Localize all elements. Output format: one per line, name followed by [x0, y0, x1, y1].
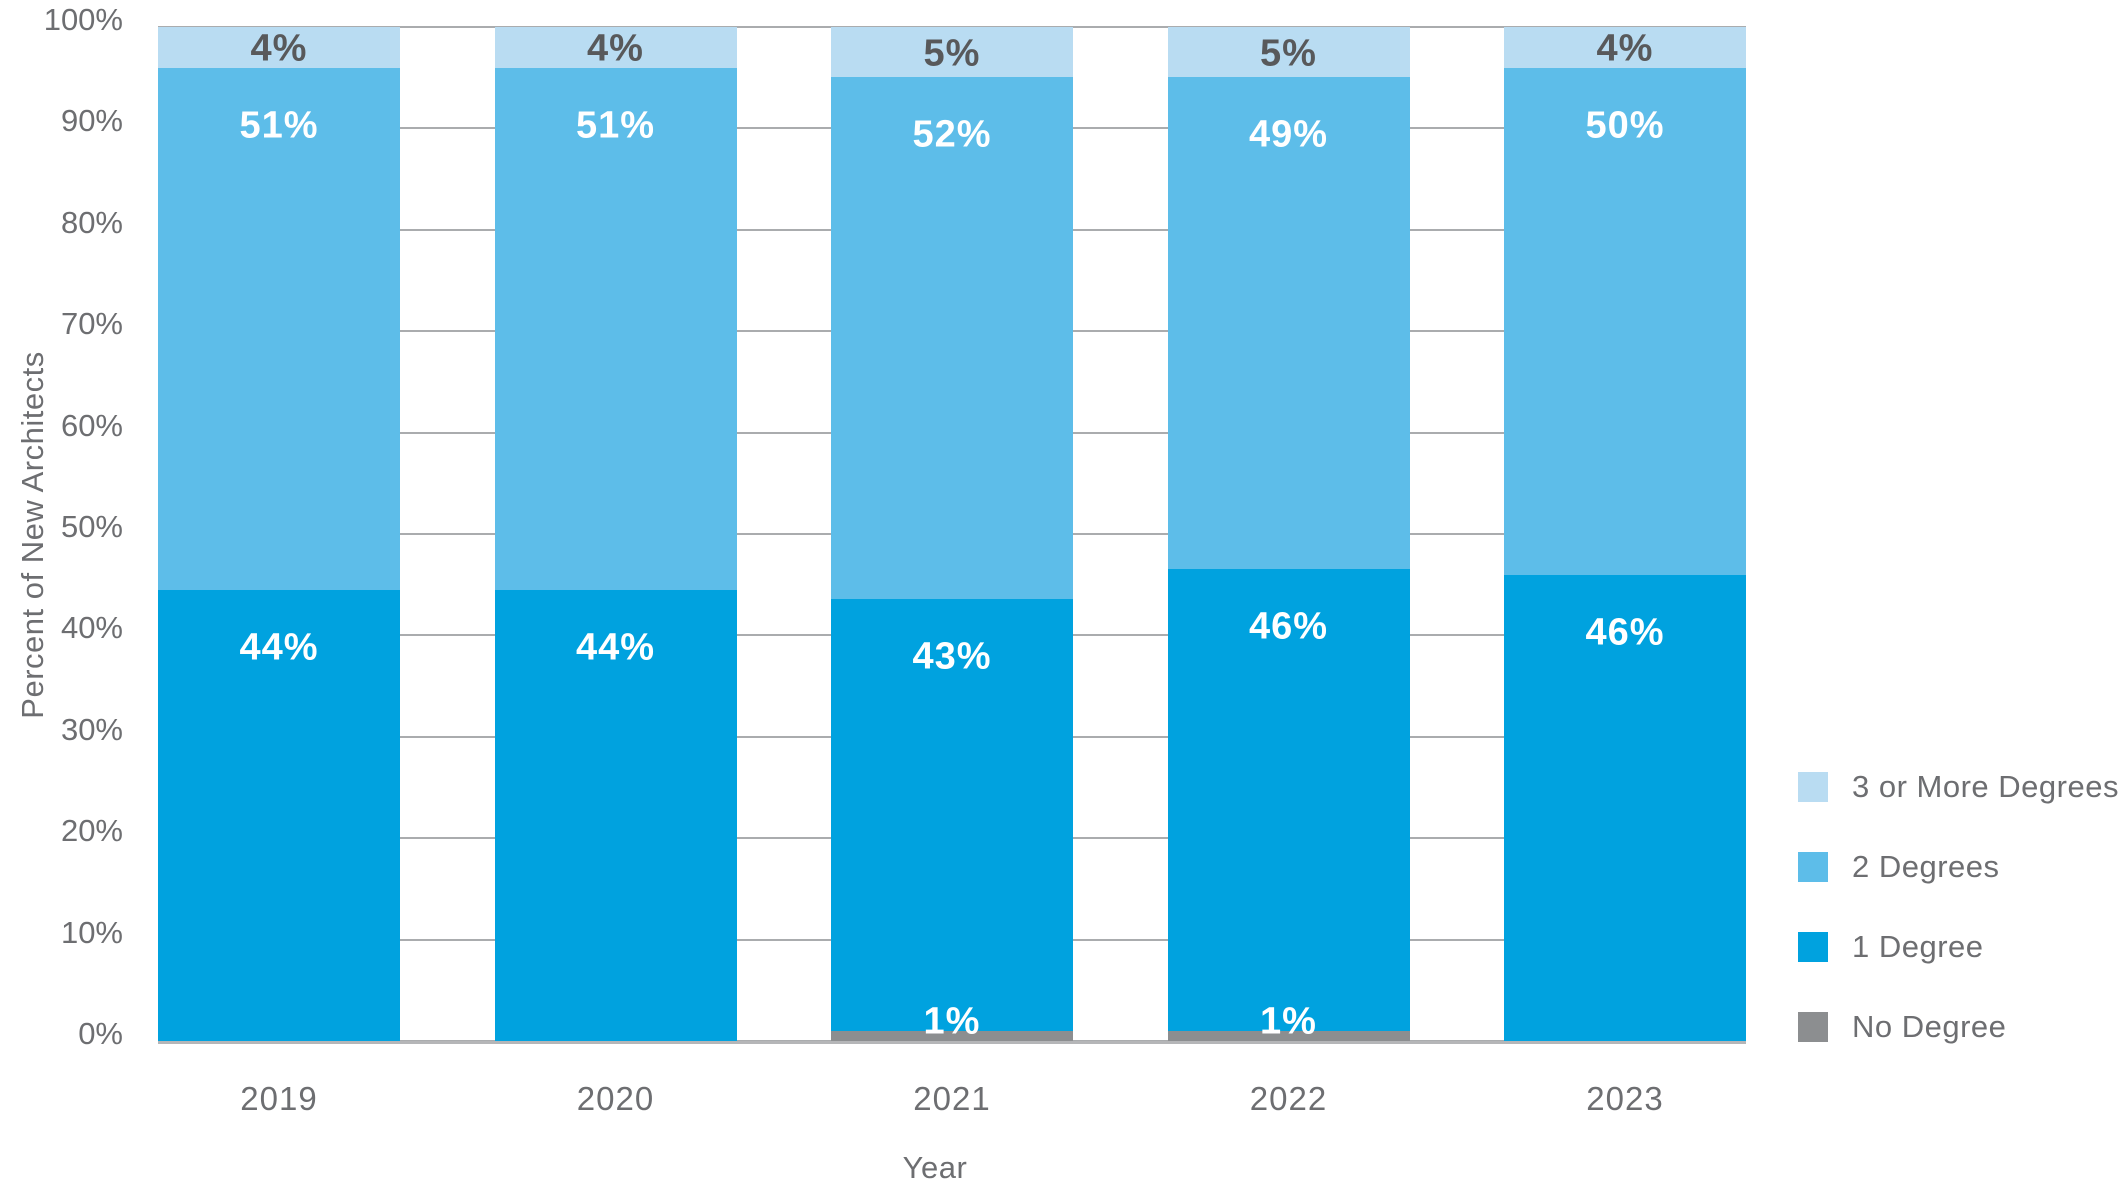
- legend-item-3-or-more-degrees: 3 or More Degrees: [1798, 769, 2119, 804]
- legend-item-no-degree: No Degree: [1798, 1009, 2119, 1044]
- bar-segment-3-or-more-degrees-2019: [158, 27, 400, 68]
- bar-segment-2-degrees-2019: [158, 67, 400, 591]
- y-tick-label: 80%: [60, 204, 123, 240]
- value-label-1-degree-2022: 46%: [1248, 605, 1329, 648]
- legend-label-2-degrees: 2 Degrees: [1852, 849, 2000, 884]
- x-axis-baseline: [158, 1041, 1746, 1044]
- bar-2019: 44% 51% 4%: [158, 27, 400, 1041]
- value-label-1-degree-2020: 44%: [575, 626, 656, 669]
- value-label-3-or-more-degrees-2019: 4%: [250, 27, 308, 70]
- bar-segment-2-degrees-2021: [831, 77, 1073, 600]
- legend: 3 or More Degrees 2 Degrees 1 Degree No Deg…: [1798, 769, 2119, 1092]
- y-tick-label: 50%: [60, 509, 123, 544]
- y-tick-label: 30%: [60, 711, 123, 747]
- bar-segment-1-degree-2019: [158, 590, 400, 1041]
- bar-segment-1-degree-2022: [1167, 569, 1410, 1031]
- legend-swatch-2-degrees: [1798, 852, 1828, 882]
- bar-segment-3-or-more-degrees-2020: [494, 27, 737, 68]
- y-tick-label: 40%: [60, 610, 123, 646]
- value-label-1-degree-2021: 43%: [912, 635, 992, 678]
- y-tick-label: 90%: [60, 103, 123, 139]
- y-tick-label: 10%: [60, 914, 123, 950]
- y-tick-label: 60%: [60, 407, 123, 443]
- bar-segment-2-degrees-2022: [1167, 77, 1410, 570]
- value-label-1-degree-2023: 46%: [1585, 611, 1665, 654]
- bar-segment-2-degrees-2023: [1504, 67, 1746, 575]
- value-label-3-or-more-degrees-2021: 5%: [923, 32, 981, 75]
- y-tick-label: 20%: [60, 813, 123, 849]
- legend-swatch-1-degree: [1798, 932, 1828, 962]
- bar-2021: 1% 43% 52% 5%: [831, 27, 1073, 1043]
- value-label-2-degrees-2023: 50%: [1585, 104, 1665, 147]
- bar-2023: 46% 50% 4%: [1504, 27, 1746, 1041]
- value-label-3-or-more-degrees-2023: 4%: [1596, 27, 1654, 70]
- x-tick-label-2023: 2023: [1586, 1080, 1664, 1117]
- value-label-2-degrees-2020: 51%: [575, 104, 656, 147]
- value-label-2-degrees-2019: 51%: [239, 104, 319, 147]
- bar-2022: 1% 46% 49% 5%: [1167, 27, 1410, 1043]
- x-tick-label-2019: 2019: [240, 1080, 318, 1117]
- legend-swatch-3-or-more-degrees: [1798, 772, 1828, 802]
- bar-segment-no-degree-2022: [1167, 1030, 1410, 1041]
- value-label-no-degree-2021: 1%: [923, 1000, 981, 1043]
- x-axis-title: Year: [902, 1150, 968, 1185]
- bar-segment-1-degree-2023: [1504, 574, 1746, 1041]
- bar-segment-1-degree-2021: [831, 599, 1073, 1031]
- value-label-2-degrees-2022: 49%: [1248, 113, 1329, 156]
- bar-segment-3-or-more-degrees-2021: [831, 27, 1073, 78]
- value-label-1-degree-2019: 44%: [239, 626, 319, 669]
- legend-label-3-or-more-degrees: 3 or More Degrees: [1852, 769, 2119, 804]
- y-tick-label: 100%: [43, 2, 123, 37]
- legend-item-1-degree: 1 Degree: [1798, 929, 2119, 964]
- bar-2020: 44% 51% 4%: [494, 27, 737, 1041]
- x-tick-label-2020: 2020: [576, 1080, 655, 1117]
- x-tick-label-2022: 2022: [1249, 1080, 1328, 1117]
- value-label-3-or-more-degrees-2020: 4%: [587, 27, 644, 70]
- y-tick-label: 0%: [78, 1016, 123, 1051]
- bar-segment-2-degrees-2020: [494, 67, 737, 591]
- value-label-3-or-more-degrees-2022: 5%: [1260, 32, 1317, 75]
- legend-swatch-no-degree: [1798, 1012, 1828, 1042]
- bar-segment-3-or-more-degrees-2022: [1167, 27, 1410, 78]
- y-tick-label: 70%: [60, 306, 123, 342]
- bar-segment-no-degree-2021: [831, 1030, 1073, 1041]
- plot-area: 44% 51% 4% 2019 44% 51% 4% 2020 1% 43% 52% 5% 2021 1%…: [158, 26, 1746, 1117]
- bar-segment-1-degree-2020: [494, 590, 737, 1041]
- x-tick-label-2021: 2021: [913, 1080, 991, 1117]
- bar-segment-3-or-more-degrees-2023: [1504, 27, 1746, 68]
- legend-item-2-degrees: 2 Degrees: [1798, 849, 2119, 884]
- value-label-no-degree-2022: 1%: [1260, 1000, 1317, 1043]
- legend-label-no-degree: No Degree: [1852, 1009, 2007, 1044]
- legend-label-1-degree: 1 Degree: [1852, 929, 1984, 964]
- value-label-2-degrees-2021: 52%: [912, 113, 992, 156]
